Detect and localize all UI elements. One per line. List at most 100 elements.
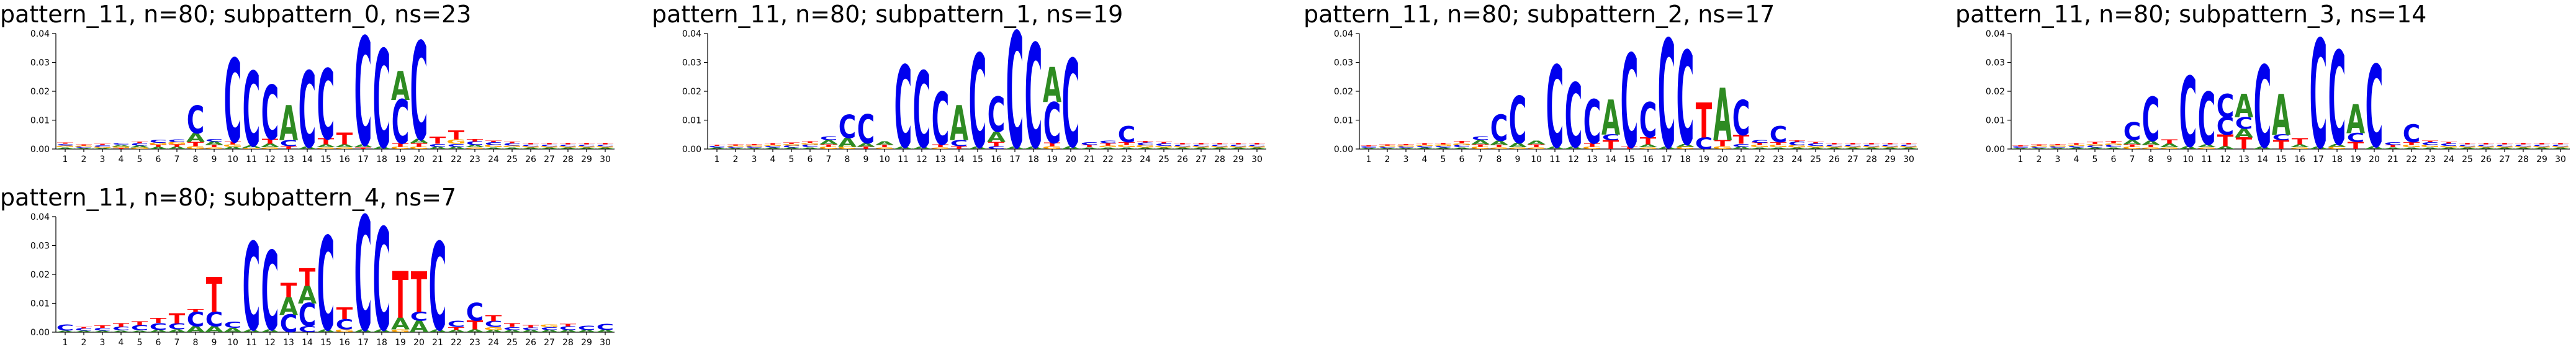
logo-letter-G: G <box>800 142 820 145</box>
logo-letter-G: G <box>335 328 354 333</box>
x-tick-label: 14 <box>302 155 313 165</box>
logo-letter-C: C <box>2123 119 2141 147</box>
x-tick-label: 18 <box>1028 155 1039 165</box>
logo-letter-G: G <box>2551 146 2570 148</box>
y-tick-label: 0.02 <box>30 270 50 280</box>
logo-letter-G: G <box>1582 146 1602 150</box>
logo-letter-A: A <box>521 329 541 333</box>
logo-letter-G: G <box>2327 146 2347 150</box>
logo-letter-C: C <box>299 297 317 334</box>
logo-letter-G: G <box>465 147 485 150</box>
x-tick-label: 19 <box>2350 155 2361 165</box>
logo-letter-A: A <box>354 328 373 333</box>
logo-letter-A: A <box>186 131 205 145</box>
logo-letter-A: A <box>1899 147 1919 150</box>
logo-letter-T: T <box>187 308 204 313</box>
logo-letter-C: C <box>243 52 261 170</box>
logo-letter-A: A <box>838 136 857 150</box>
logo-letter-G: G <box>484 326 503 331</box>
logo-letter-T: T <box>2050 144 2066 146</box>
x-tick-label: 12 <box>264 155 276 165</box>
x-tick-label: 13 <box>1587 155 1598 165</box>
logo-letter-A: A <box>279 293 298 321</box>
logo-letter-G: G <box>446 138 466 145</box>
logo-letter-C: C <box>522 327 540 330</box>
logo-letter-A: A <box>1080 147 1099 150</box>
logo-letter-A: A <box>242 145 261 148</box>
x-tick-label: 5 <box>789 155 795 165</box>
x-tick-label: 27 <box>1847 155 1858 165</box>
logo-letter-G: G <box>558 146 578 148</box>
logo-letter-C: C <box>503 326 521 331</box>
logo-letter-A: A <box>1490 140 1508 147</box>
logo-letter-T: T <box>411 142 428 148</box>
x-tick-label: 14 <box>953 155 965 165</box>
logo-letter-T: T <box>1491 144 1508 148</box>
logo-letter-A: A <box>1155 147 1174 150</box>
logo-letter-C: C <box>112 142 130 145</box>
logo-letter-T: T <box>206 144 223 148</box>
logo-letter-G: G <box>2439 145 2459 148</box>
logo-letter-T: T <box>988 140 1005 147</box>
logo-letter-C: C <box>559 144 577 147</box>
x-tick-label: 20 <box>1065 155 1076 165</box>
logo-letter-C: C <box>224 37 242 169</box>
logo-letter-G: G <box>2159 147 2179 150</box>
logo-letter-C: C <box>541 326 559 331</box>
logo-letter-C: C <box>2552 144 2570 147</box>
logo-letter-A: A <box>2514 147 2533 150</box>
logo-letter-T: T <box>113 148 130 150</box>
logo-letter-C: C <box>1677 25 1695 174</box>
logo-letter-A: A <box>1471 139 1490 146</box>
x-tick-label: 10 <box>227 155 238 165</box>
logo-letter-A: A <box>186 325 205 334</box>
logo-letter-A: A <box>1006 146 1025 150</box>
logo-letter-T: T <box>225 141 241 146</box>
logo-letter-T: T <box>2236 134 2253 153</box>
logo-letter-G: G <box>744 145 764 147</box>
logo-letter-T: T <box>1472 143 1489 147</box>
logo-letter-G: G <box>1899 146 1919 148</box>
y-tick-label: 0.02 <box>1986 87 2005 97</box>
x-tick-label: 9 <box>863 155 869 165</box>
y-tick-label: 0.01 <box>682 116 701 126</box>
logo-letter-T: T <box>504 322 521 328</box>
logo-letter-A: A <box>484 147 503 150</box>
x-tick-label: 13 <box>935 155 946 165</box>
x-tick-label: 12 <box>916 155 927 165</box>
logo-letter-C: C <box>708 145 726 148</box>
logo-letter-T: T <box>299 264 316 292</box>
logo-letter-C: C <box>168 138 186 143</box>
logo-letter-C: C <box>2328 25 2346 174</box>
panel-title: pattern_11, n=80; subpattern_4, ns=7 <box>0 184 457 211</box>
logo-letter-A: A <box>1415 147 1434 150</box>
x-tick-label: 3 <box>100 338 106 348</box>
logo-letter-A: A <box>2011 148 2030 150</box>
logo-letter-A: A <box>782 147 801 150</box>
logo-letter-C: C <box>299 50 317 172</box>
logo-letter-G: G <box>1526 147 1546 150</box>
logo-letter-T: T <box>1212 143 1228 145</box>
logo-letter-A: A <box>2272 83 2290 148</box>
logo-letter-T: T <box>746 144 763 146</box>
logo-letter-A: A <box>1452 147 1472 150</box>
logo-letter-A: A <box>2253 146 2272 150</box>
logo-letter-A: A <box>1732 146 1751 150</box>
logo-letter-G: G <box>1880 146 1900 148</box>
logo-letter-T: T <box>448 326 465 331</box>
logo-letter-T: T <box>187 140 204 147</box>
logo-letter-A: A <box>112 330 131 333</box>
logo-letter-T: T <box>1379 144 1396 146</box>
logo-letter-G: G <box>1191 146 1211 148</box>
logo-letter-G: G <box>409 146 429 150</box>
logo-letter-A: A <box>912 146 932 150</box>
logo-letter-T: T <box>1696 94 1713 150</box>
logo-letter-G: G <box>2085 143 2105 146</box>
y-tick-label: 0.01 <box>30 116 50 126</box>
logo-letter-G: G <box>130 147 150 150</box>
x-tick-label: 11 <box>1549 155 1560 165</box>
logo-letter-T: T <box>1230 143 1247 145</box>
x-tick-label: 1 <box>2018 155 2024 165</box>
logo-letter-T: T <box>1137 140 1154 143</box>
logo-letter-T: T <box>1119 141 1135 146</box>
